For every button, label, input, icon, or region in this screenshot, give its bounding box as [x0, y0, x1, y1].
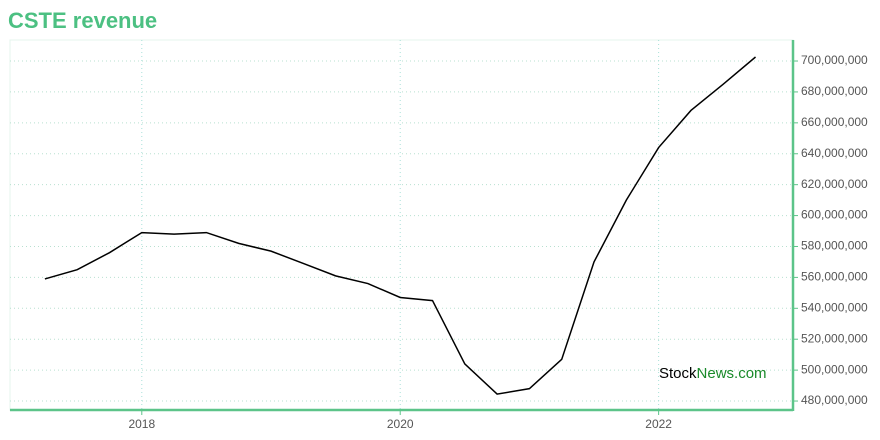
- y-tick-label: 680,000,000: [801, 84, 868, 98]
- y-tick-label: 480,000,000: [801, 393, 868, 407]
- y-tick-label: 600,000,000: [801, 208, 868, 222]
- y-tick-label: 540,000,000: [801, 300, 868, 314]
- y-tick-label: 620,000,000: [801, 177, 868, 191]
- watermark: StockNews.com: [659, 365, 767, 382]
- x-tick-label: 2020: [387, 417, 414, 431]
- y-tick-label: 560,000,000: [801, 270, 868, 284]
- y-tick-label: 500,000,000: [801, 362, 868, 376]
- y-tick-label: 520,000,000: [801, 331, 868, 345]
- data-line: [44, 56, 757, 395]
- x-tick-label: 2018: [128, 417, 155, 431]
- watermark-part: Stock: [659, 365, 697, 382]
- x-tick-label: 2022: [645, 417, 672, 431]
- y-tick-label: 580,000,000: [801, 239, 868, 253]
- y-tick-label: 700,000,000: [801, 53, 868, 67]
- watermark-part: News.com: [697, 365, 767, 382]
- y-tick-label: 640,000,000: [801, 146, 868, 160]
- y-tick-label: 660,000,000: [801, 115, 868, 129]
- plot-frame: [9, 39, 794, 411]
- chart-title: CSTE revenue: [8, 8, 157, 33]
